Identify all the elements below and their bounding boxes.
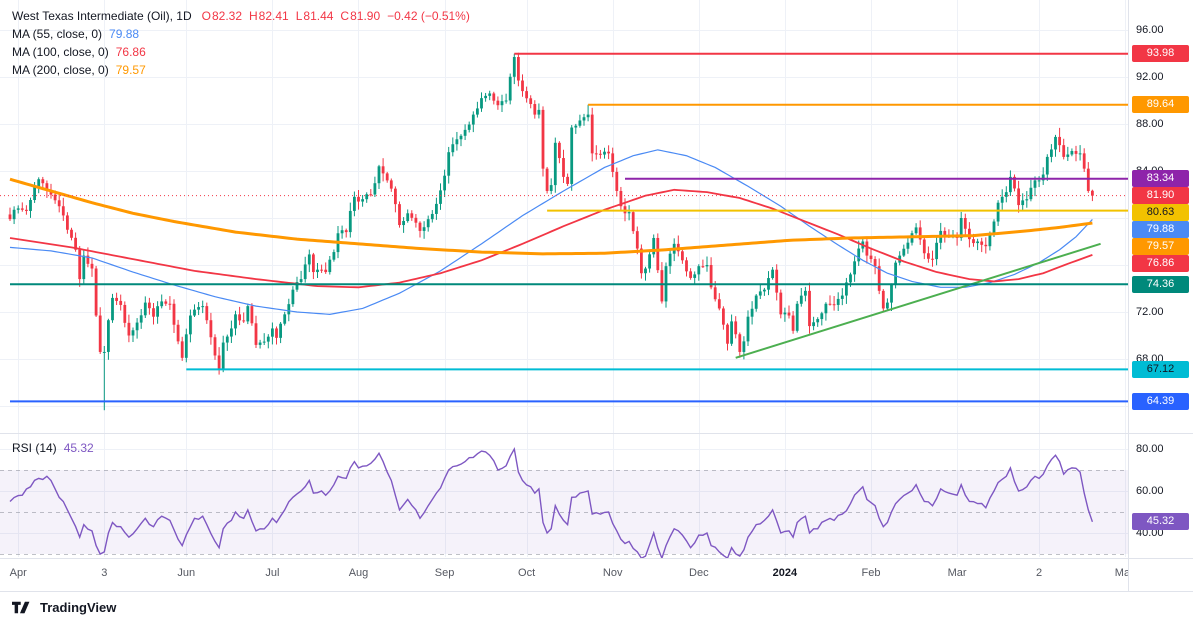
ohlc-high: H82.41 <box>249 8 289 25</box>
brand-text: TradingView <box>40 600 117 615</box>
level-price-badge: 83.34 <box>1132 170 1189 188</box>
symbol-title-row[interactable]: West Texas Intermediate (Oil), 1D O82.32… <box>12 8 470 25</box>
level-price-badge: 74.36 <box>1132 275 1189 293</box>
tradingview-logo-icon <box>12 601 30 614</box>
rsi-legend-label: RSI (14) <box>12 441 57 455</box>
price-axis-label: 92.00 <box>1136 71 1164 83</box>
indicator-row[interactable]: MA (200, close, 0) 79.57 <box>12 62 470 79</box>
footer-bar: TradingView <box>0 592 1193 623</box>
ohlc-open: O82.32 <box>202 8 242 25</box>
pane-separator[interactable] <box>0 433 1193 434</box>
symbol-legend: West Texas Intermediate (Oil), 1D O82.32… <box>12 8 470 79</box>
high-value: 82.41 <box>258 9 289 23</box>
price-axis-label: 88.00 <box>1136 118 1164 130</box>
tradingview-logo[interactable]: TradingView <box>12 600 116 615</box>
symbol-title: West Texas Intermediate (Oil), 1D <box>12 9 192 23</box>
open-value: 82.32 <box>211 9 242 23</box>
footer-separator <box>0 591 1193 592</box>
indicator-value: 76.86 <box>115 45 146 59</box>
ohlc-low: L81.44 <box>296 8 334 25</box>
low-value: 81.44 <box>303 9 334 23</box>
change-value: −0.42 (−0.51%) <box>387 9 470 23</box>
indicator-label: MA (55, close, 0) <box>12 27 103 41</box>
rsi-axis-label: 80.00 <box>1136 443 1164 455</box>
ma-price-badge: 76.86 <box>1132 255 1189 273</box>
level-price-badge: 64.39 <box>1132 392 1189 410</box>
indicator-row[interactable]: MA (100, close, 0) 76.86 <box>12 44 470 61</box>
time-axis-label: Apr <box>9 567 27 579</box>
high-label: H <box>249 9 258 23</box>
rsi-value-badge: 45.32 <box>1132 513 1189 531</box>
time-axis-label: Feb <box>861 567 881 579</box>
time-axis-label: Dec <box>689 567 709 579</box>
indicator-label: MA (100, close, 0) <box>12 45 109 59</box>
indicator-row[interactable]: MA (55, close, 0) 79.88 <box>12 26 470 43</box>
ohlc-values: O82.32 H82.41 L81.44 C81.90 −0.42 (−0.51… <box>202 8 470 25</box>
level-price-badge: 93.98 <box>1132 45 1189 63</box>
ma-price-badge: 79.57 <box>1132 238 1189 256</box>
time-axis-label: Mar <box>947 567 967 579</box>
price-axis-label: 72.00 <box>1136 306 1164 318</box>
price-axis[interactable]: 96.0092.0088.0084.0080.0076.0072.0068.00… <box>1128 0 1193 591</box>
close-label: C <box>340 9 350 23</box>
time-axis-label: 2024 <box>772 567 798 579</box>
time-axis-label: Nov <box>602 567 623 579</box>
close-value: 81.90 <box>350 9 381 23</box>
indicator-label: MA (200, close, 0) <box>12 63 109 77</box>
ohlc-close: C81.90 <box>340 8 380 25</box>
open-label: O <box>201 9 211 23</box>
indicator-value: 79.88 <box>109 27 140 41</box>
indicator-legend: MA (55, close, 0) 79.88 MA (100, close, 0)… <box>12 26 470 79</box>
level-price-badge: 80.63 <box>1132 204 1189 222</box>
last-price-badge: 81.90 <box>1132 187 1189 205</box>
time-axis[interactable]: Apr 3 Jun Jul Aug Sep Oct Nov Dec 2024 Feb Mar 2 May <box>0 558 1136 591</box>
time-axis-label: 3 <box>101 567 108 579</box>
rsi-pane[interactable] <box>0 437 1128 558</box>
rsi-axis-label: 60.00 <box>1136 485 1164 497</box>
low-label: L <box>295 9 303 23</box>
rsi-legend-value: 45.32 <box>63 441 94 455</box>
level-price-badge: 67.12 <box>1132 360 1189 378</box>
time-axis-label: Aug <box>348 567 369 579</box>
time-axis-label: Jul <box>265 567 280 579</box>
time-axis-label: Jun <box>177 567 196 579</box>
time-axis-label: 2 <box>1036 567 1043 579</box>
indicator-value: 79.57 <box>115 63 146 77</box>
rsi-legend[interactable]: RSI (14) 45.32 <box>12 441 94 455</box>
time-axis-label: Sep <box>434 567 455 579</box>
time-axis-label: Oct <box>518 567 536 579</box>
ma-price-badge: 79.88 <box>1132 221 1189 239</box>
level-price-badge: 89.64 <box>1132 96 1189 114</box>
price-axis-label: 96.00 <box>1136 24 1164 36</box>
time-axis-separator <box>0 558 1193 559</box>
